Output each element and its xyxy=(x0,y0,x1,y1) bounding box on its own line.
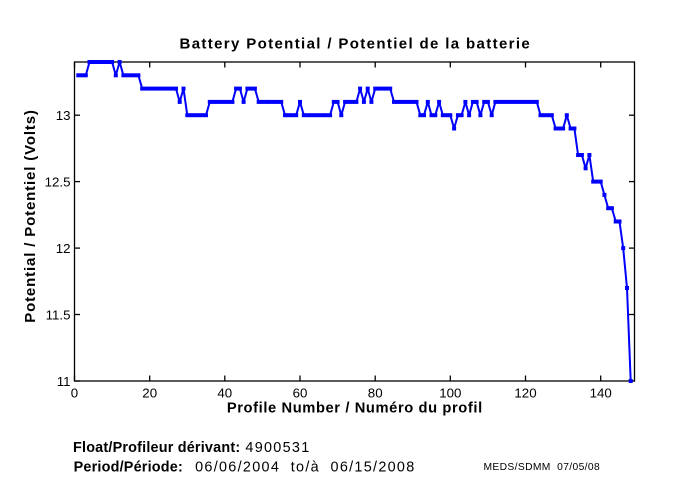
svg-text:4900531: 4900531 xyxy=(245,440,310,456)
svg-text:20: 20 xyxy=(142,385,157,400)
svg-text:11: 11 xyxy=(57,374,71,389)
svg-text:Period/Période:: Period/Période: xyxy=(74,460,183,476)
svg-text:MEDS/SDMM 07/05/08: MEDS/SDMM 07/05/08 xyxy=(484,462,601,473)
svg-text:80: 80 xyxy=(368,385,383,400)
svg-text:40: 40 xyxy=(217,385,232,400)
svg-text:100: 100 xyxy=(439,385,461,400)
svg-text:06/06/2004 to/à 06/15/2008: 06/06/2004 to/à 06/15/2008 xyxy=(195,460,415,476)
svg-text:0: 0 xyxy=(71,385,78,400)
svg-text:Potential / Potentiel (Volts): Potential / Potentiel (Volts) xyxy=(22,109,39,323)
svg-text:120: 120 xyxy=(514,385,536,400)
svg-text:Float/Profileur dérivant:: Float/Profileur dérivant: xyxy=(73,440,240,456)
svg-text:12: 12 xyxy=(56,241,71,256)
svg-text:13: 13 xyxy=(56,108,71,123)
svg-text:12.5: 12.5 xyxy=(45,174,71,189)
svg-text:60: 60 xyxy=(293,385,308,400)
svg-text:Profile Number / Numéro du pro: Profile Number / Numéro du profil xyxy=(227,401,483,417)
svg-text:Battery Potential / Potentiel: Battery Potential / Potentiel de la batt… xyxy=(180,35,532,52)
svg-text:140: 140 xyxy=(590,385,612,400)
svg-text:11.5: 11.5 xyxy=(46,307,71,322)
